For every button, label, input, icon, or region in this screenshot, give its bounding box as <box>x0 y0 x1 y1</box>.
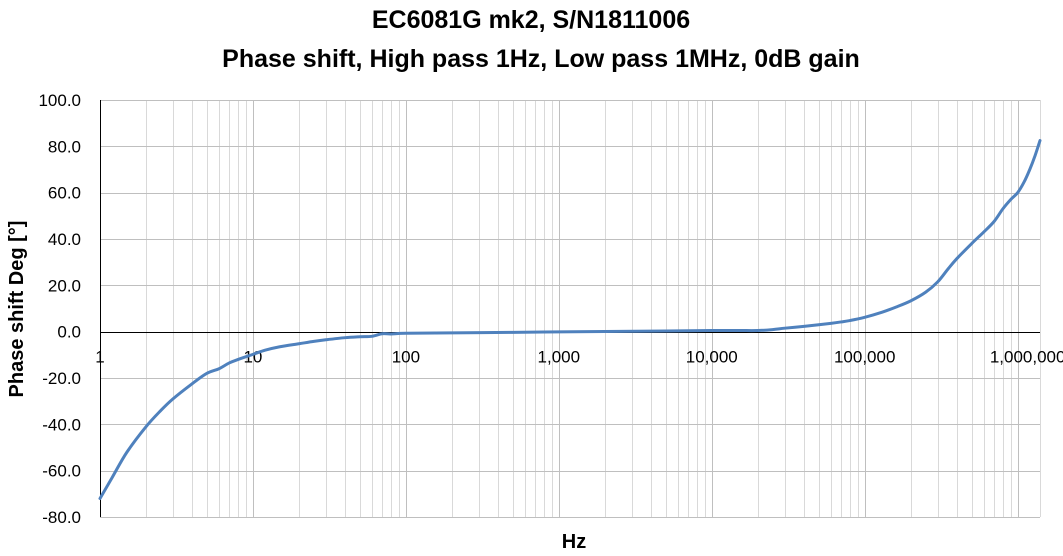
grid-lines <box>100 100 1041 518</box>
chart-subtitle: Phase shift, High pass 1Hz, Low pass 1MH… <box>222 45 860 73</box>
x-axis-title: Hz <box>562 531 586 553</box>
y-tick-label: -40.0 <box>42 415 81 434</box>
y-tick-label: 40.0 <box>48 230 81 249</box>
axes <box>100 100 1040 517</box>
x-tick-label: 1,000,000 <box>990 348 1063 367</box>
y-tick-label: 20.0 <box>48 276 81 295</box>
y-tick-label: 80.0 <box>48 137 81 156</box>
series-layer <box>98 139 1042 500</box>
y-tick-label: 100.0 <box>38 91 81 110</box>
x-tick-label: 1,000 <box>538 348 581 367</box>
chart-title: EC6081G mk2, S/N1811006 <box>372 6 690 34</box>
x-tick-label: 1 <box>95 348 104 367</box>
y-tick-label: -60.0 <box>42 462 81 481</box>
y-axis-title: Phase shift Deg [°] <box>6 221 28 398</box>
tick-labels: 100.0 80.0 60.0 40.0 20.0 0.0 -20.0 -40.0 -60.0 -… <box>38 91 1063 527</box>
y-tick-label: 60.0 <box>48 184 81 203</box>
x-tick-label: 100,000 <box>834 348 895 367</box>
y-tick-label: -80.0 <box>42 508 81 527</box>
phase-series-line <box>98 139 1042 500</box>
x-tick-label: 10,000 <box>686 348 738 367</box>
y-tick-label: 0.0 <box>57 323 81 342</box>
x-tick-label: 100 <box>392 348 420 367</box>
y-tick-label: -20.0 <box>42 369 81 388</box>
